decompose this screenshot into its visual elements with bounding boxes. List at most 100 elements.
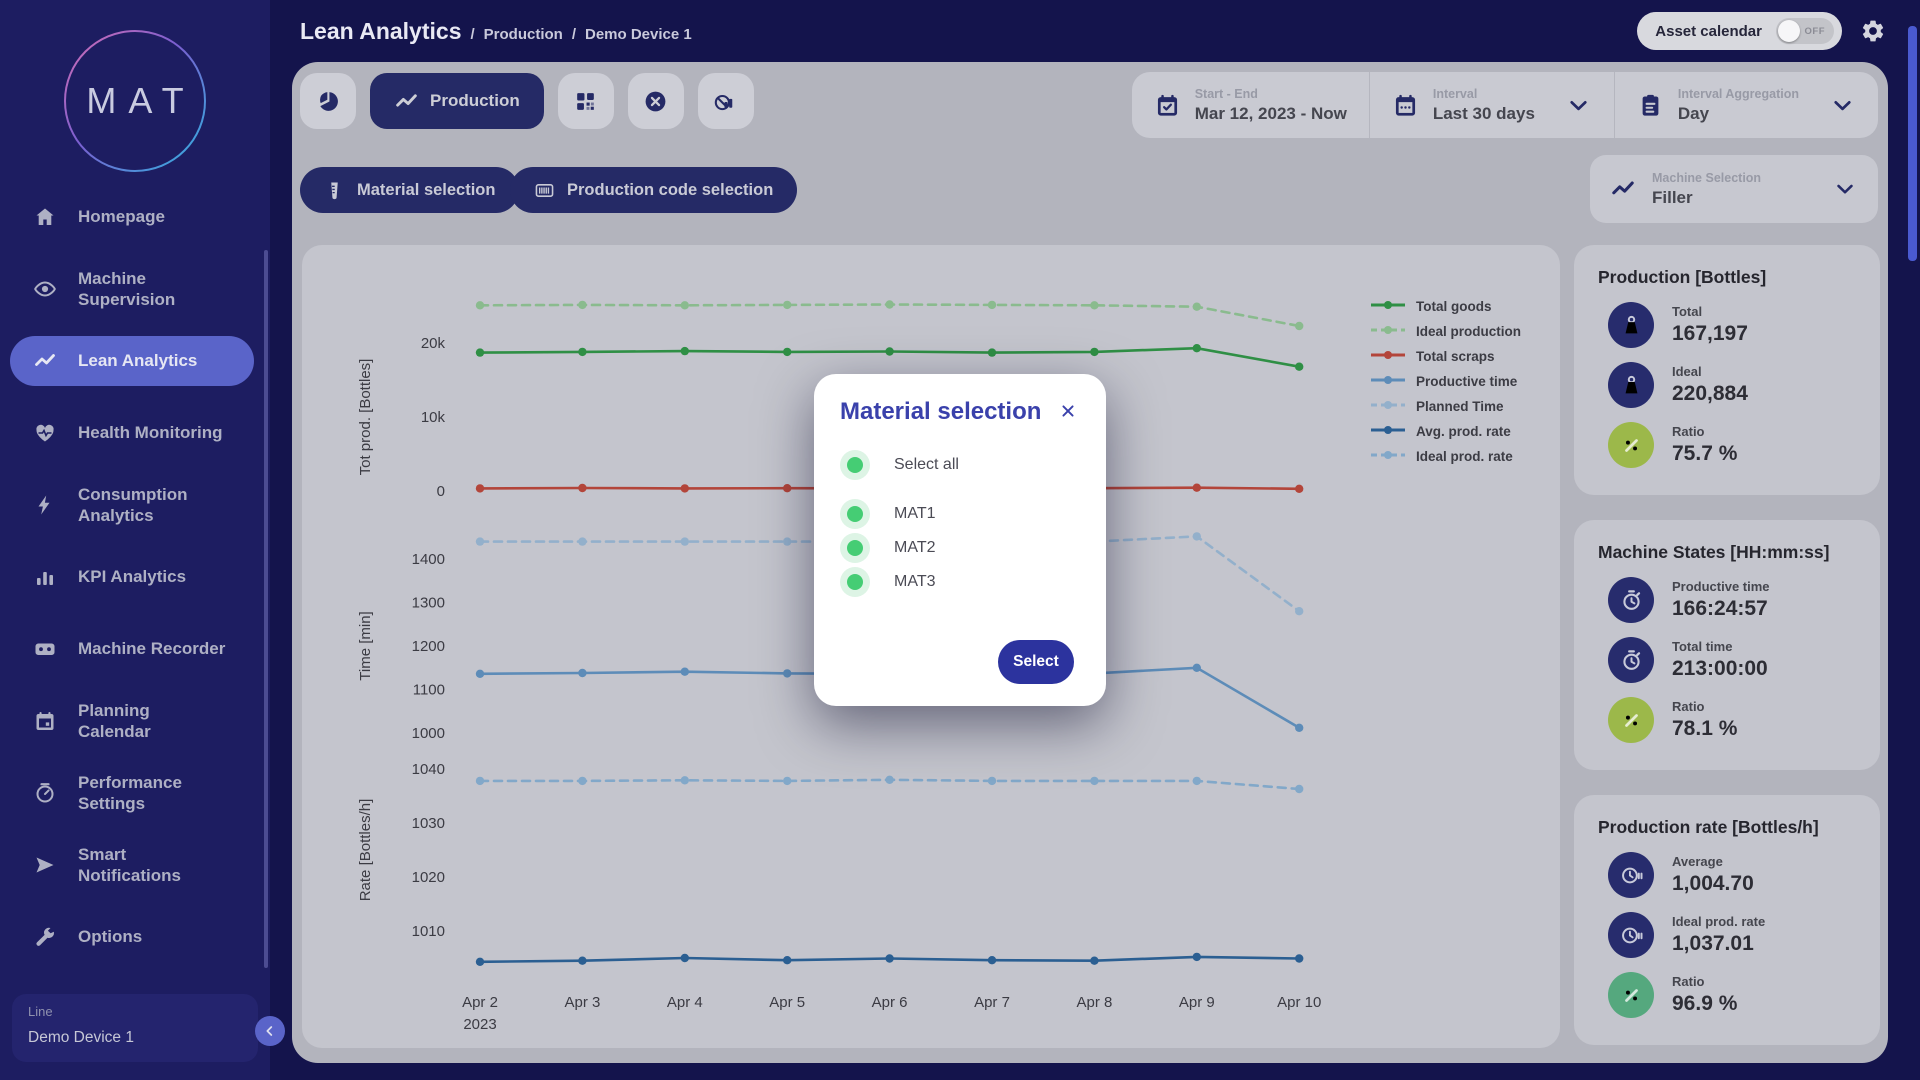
legend-label: Total scraps	[1416, 348, 1495, 364]
line-value: Demo Device 1	[28, 1029, 134, 1046]
legend-item-avg-prod-rate[interactable]: Avg. prod. rate	[1370, 422, 1521, 440]
toggle-knob	[1778, 20, 1800, 42]
home-icon	[32, 205, 58, 229]
svg-text:Time [min]: Time [min]	[357, 611, 374, 680]
select-all-option[interactable]: Select all	[840, 450, 1080, 480]
sidebar-item-homepage[interactable]: Homepage	[10, 192, 254, 242]
kpi-row-ratio: Ratio 96.9 %	[1608, 972, 1856, 1018]
material-selection-button[interactable]: Material selection	[300, 167, 520, 213]
sidebar-scrollbar[interactable]	[264, 250, 268, 968]
sidebar-item-health-monitoring[interactable]: Health Monitoring	[10, 408, 254, 458]
material-option-mat3[interactable]: MAT3	[840, 567, 1080, 597]
sidebar-item-label: KPI Analytics	[78, 567, 187, 587]
toggle-switch[interactable]: OFF	[1776, 18, 1834, 44]
sidebar-item-options[interactable]: Options	[10, 912, 254, 962]
kpi-label: Total time	[1672, 639, 1733, 654]
legend-label: Avg. prod. rate	[1416, 423, 1511, 439]
kpi-value: 78.1 %	[1672, 717, 1738, 740]
production-code-selection-label: Production code selection	[567, 180, 774, 199]
kpi-icon-badge	[1608, 422, 1654, 468]
bolt-icon	[32, 493, 58, 517]
legend-item-ideal-production[interactable]: Ideal production	[1370, 322, 1521, 340]
select-submit-button[interactable]: Select	[998, 640, 1074, 684]
material-option-mat1[interactable]: MAT1	[840, 499, 1080, 529]
asset-calendar-toggle[interactable]: Asset calendar OFF	[1637, 12, 1842, 50]
mat-logo: MAT	[64, 30, 206, 172]
material-option-mat2[interactable]: MAT2	[840, 533, 1080, 563]
svg-text:20k: 20k	[421, 335, 446, 352]
bar-chart-icon	[32, 565, 58, 589]
sidebar-item-label: Consumption Analytics	[78, 484, 188, 525]
qr-view-button[interactable]	[557, 73, 614, 129]
interval-picker[interactable]: Interval Last 30 days	[1368, 72, 1614, 138]
machine-selection-value: Filler	[1652, 187, 1693, 207]
breadcrumb-device[interactable]: Demo Device 1	[585, 25, 692, 43]
kpi-value: 75.7 %	[1672, 442, 1738, 465]
clear-view-button[interactable]	[627, 73, 684, 129]
sidebar-item-performance-settings[interactable]: Performance Settings	[10, 768, 254, 818]
breadcrumb-separator: /	[571, 25, 576, 43]
kpi-row-total-time: Total time 213:00:00	[1608, 637, 1856, 683]
kpi-value: 96.9 %	[1672, 992, 1738, 1015]
kpi-row-ratio: Ratio 75.7 %	[1608, 422, 1856, 468]
header: Lean Analytics / Production / Demo Devic…	[270, 0, 1920, 62]
legend-item-planned-time[interactable]: Planned Time	[1370, 397, 1521, 415]
kpi-card-title: Production [Bottles]	[1598, 267, 1767, 287]
kpi-row-ideal-prod-rate: Ideal prod. rate 1,037.01	[1608, 912, 1856, 958]
kpi-icon-badge	[1608, 362, 1654, 408]
radio-selected-icon	[840, 499, 870, 529]
aggregation-picker[interactable]: Interval Aggregation Day	[1613, 72, 1878, 138]
sidebar-item-planning-calendar[interactable]: Planning Calendar	[10, 696, 254, 746]
svg-text:0: 0	[437, 483, 445, 500]
sidebar-item-machine-recorder[interactable]: Machine Recorder	[10, 624, 254, 674]
kpi-icon-badge	[1608, 302, 1654, 348]
sidebar: MAT Homepage Machine Supervision Lean An…	[0, 0, 285, 1080]
kpi-icon-badge	[1608, 697, 1654, 743]
sidebar-item-kpi-analytics[interactable]: KPI Analytics	[10, 552, 254, 602]
close-icon[interactable]	[1056, 400, 1080, 424]
kpi-label: Ratio	[1672, 699, 1705, 714]
svg-text:1040: 1040	[412, 761, 445, 778]
start-end-picker[interactable]: Start - End Mar 12, 2023 - Now	[1132, 72, 1369, 138]
sidebar-item-consumption-analytics[interactable]: Consumption Analytics	[10, 480, 254, 530]
logo-text: MAT	[86, 80, 196, 121]
sidebar-item-smart-notifications[interactable]: Smart Notifications	[10, 840, 254, 890]
kpi-label: Ratio	[1672, 424, 1705, 439]
clipboard-icon	[1637, 92, 1664, 119]
production-code-selection-button[interactable]: Production code selection	[510, 167, 798, 213]
legend-swatch-icon	[1370, 297, 1406, 315]
legend-item-ideal-prod-rate[interactable]: Ideal prod. rate	[1370, 447, 1521, 465]
kpi-label: Ideal	[1672, 364, 1702, 379]
legend-label: Productive time	[1416, 373, 1518, 389]
chevron-down-icon	[1832, 176, 1858, 202]
sidebar-collapse-button[interactable]	[255, 1016, 285, 1046]
pie-view-button[interactable]	[300, 73, 356, 129]
legend-item-total-goods[interactable]: Total goods	[1370, 297, 1521, 315]
chevron-down-icon	[1565, 92, 1592, 119]
settings-gear-icon[interactable]	[1860, 18, 1886, 44]
legend-swatch-icon	[1370, 322, 1406, 340]
material-option-label: MAT3	[894, 573, 936, 590]
sidebar-item-lean-analytics[interactable]: Lean Analytics	[10, 336, 254, 386]
breadcrumb-production[interactable]: Production	[483, 25, 563, 43]
legend-item-total-scraps[interactable]: Total scraps	[1370, 347, 1521, 365]
kpi-label: Ideal prod. rate	[1672, 914, 1766, 929]
production-view-button[interactable]: Production	[370, 73, 544, 129]
select-all-label: Select all	[894, 456, 959, 473]
svg-text:1200: 1200	[412, 638, 445, 655]
chart-off-view-button[interactable]	[697, 73, 754, 129]
view-button-label: Production	[430, 91, 520, 110]
sidebar-item-machine-supervision[interactable]: Machine Supervision	[10, 264, 254, 314]
heart-pulse-icon	[32, 421, 58, 445]
page-scrollbar[interactable]	[1908, 26, 1917, 261]
kpi-label: Average	[1672, 854, 1723, 869]
machine-selection-label: Machine Selection	[1652, 170, 1762, 185]
machine-selection-dropdown[interactable]: Machine Selection Filler	[1590, 155, 1878, 223]
svg-text:1100: 1100	[413, 682, 445, 699]
line-selector[interactable]: Line Demo Device 1	[12, 994, 258, 1062]
legend-item-productive-time[interactable]: Productive time	[1370, 372, 1521, 390]
interval-label: Interval	[1432, 86, 1478, 101]
svg-text:1030: 1030	[412, 815, 445, 832]
trend-icon	[1610, 176, 1636, 202]
svg-text:Apr 2: Apr 2	[462, 994, 498, 1011]
